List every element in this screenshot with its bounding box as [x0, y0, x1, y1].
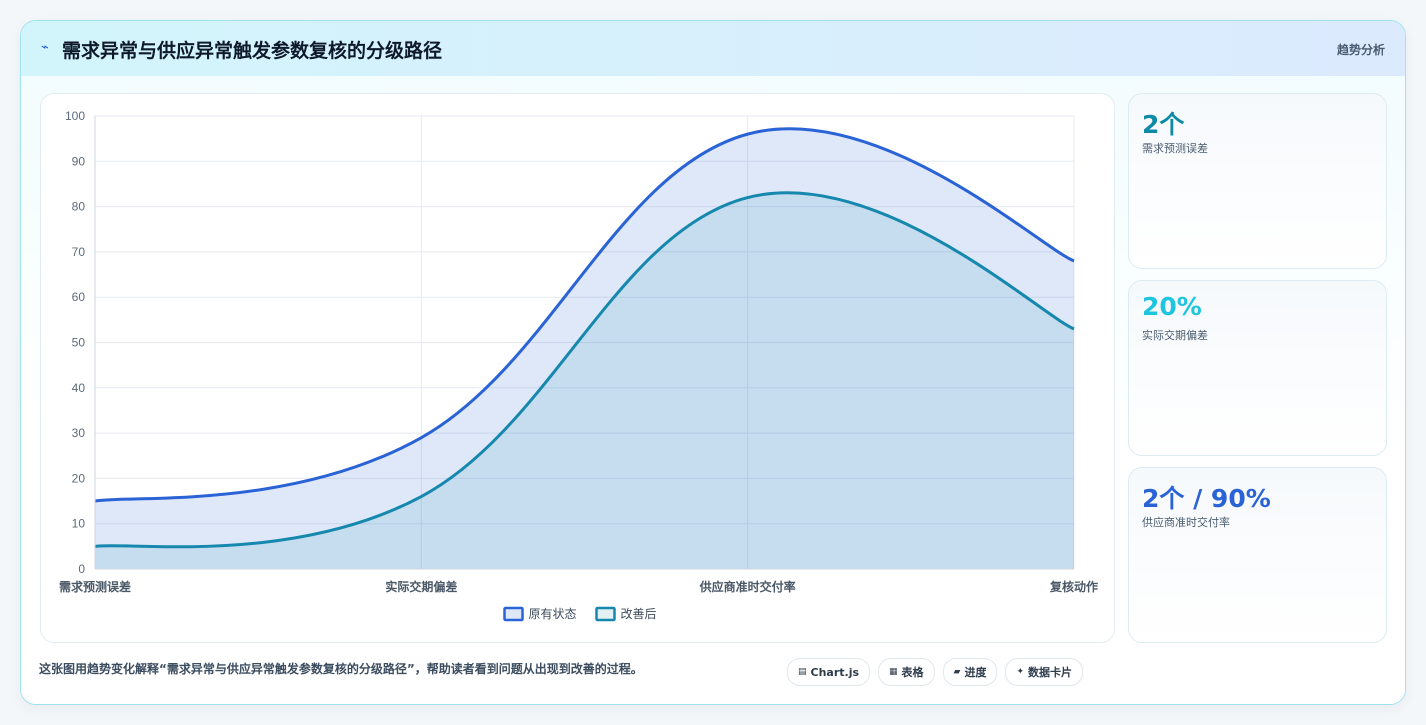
tag-chips: ▤ Chart.js ▦ 表格 ▰ 进度 ✦ 数据卡片	[787, 658, 1084, 686]
chip-label: 进度	[964, 666, 987, 679]
chart-caption: 这张图用趋势变化解释“需求异常与供应异常触发参数复核的分级路径”，帮助读者看到问…	[39, 662, 643, 676]
y-tick-label: 60	[72, 290, 86, 304]
chip-chartjs[interactable]: ▤ Chart.js	[787, 658, 871, 686]
chart-card: ⌁ 需求异常与供应异常触发参数复核的分级路径 趋势分析 0 10 20 30 40 50 6…	[20, 20, 1406, 705]
chart-icon: ▤	[798, 667, 807, 677]
legend-label: 原有状态	[529, 607, 577, 621]
y-tick-label: 50	[72, 336, 86, 350]
chip-progress[interactable]: ▰ 进度	[942, 658, 998, 686]
x-tick-label: 需求预测误差	[59, 579, 131, 594]
sparkle-icon: ✦	[1016, 667, 1025, 677]
series-line	[94, 191, 1075, 549]
legend-label: 改善后	[621, 606, 657, 621]
stat-label: 实际交期偏差	[1142, 329, 1208, 342]
stat-value: 20%	[1142, 292, 1202, 321]
x-tick-label: 实际交期偏差	[385, 579, 457, 594]
stat-label: 需求预测误差	[1142, 142, 1208, 155]
page-title: 需求异常与供应异常触发参数复核的分级路径	[62, 40, 443, 62]
x-tick-label: 复核动作	[1049, 579, 1098, 594]
progress-icon: ▰	[953, 667, 961, 677]
stat-label: 供应商准时交付率	[1142, 516, 1230, 529]
legend-swatch	[595, 606, 616, 622]
card-header: ⌁ 需求异常与供应异常触发参数复核的分级路径 趋势分析	[21, 21, 1405, 76]
area-chart: 0 10 20 30 40 50 60 70 80 90 100 需求预测误差 实际交期偏差 供应商准时交…	[59, 109, 1098, 622]
stat-value: 2个	[1142, 110, 1185, 139]
y-tick-label: 10	[72, 517, 86, 531]
x-tick-label: 供应商准时交付率	[699, 579, 796, 594]
stat-card-supplier-otd: 2个 / 90% 供应商准时交付率	[1128, 467, 1387, 643]
y-tick-label: 100	[65, 109, 85, 123]
table-icon: ▦	[889, 667, 898, 677]
chip-table[interactable]: ▦ 表格	[878, 658, 935, 686]
chip-data-card[interactable]: ✦ 数据卡片	[1005, 658, 1084, 686]
stat-card-demand-error: 2个 需求预测误差	[1128, 93, 1387, 269]
chart-panel: 0 10 20 30 40 50 60 70 80 90 100 需求预测误差 实际交期偏差 供应商准时交…	[40, 93, 1115, 643]
lightning-icon: ⌁	[41, 40, 49, 55]
y-tick-label: 40	[72, 381, 86, 395]
y-tick-label: 30	[72, 426, 86, 440]
y-tick-label: 90	[72, 154, 86, 168]
chip-label: 表格	[901, 666, 924, 679]
stat-card-delivery-deviation: 20% 实际交期偏差	[1128, 280, 1387, 456]
trend-analysis-label: 趋势分析	[1336, 43, 1385, 57]
stat-value: 2个 / 90%	[1142, 484, 1271, 513]
y-tick-label: 0	[78, 562, 85, 576]
chip-label: Chart.js	[810, 665, 860, 679]
series-line	[94, 127, 1075, 503]
series-area	[95, 192, 1074, 569]
chip-label: 数据卡片	[1028, 666, 1073, 679]
y-tick-label: 20	[72, 471, 86, 485]
y-tick-label: 70	[72, 245, 86, 259]
series-area	[95, 128, 1074, 569]
legend-swatch	[503, 606, 524, 622]
y-tick-label: 80	[72, 200, 86, 214]
